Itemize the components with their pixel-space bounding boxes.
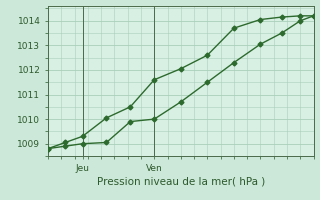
X-axis label: Pression niveau de la mer( hPa ): Pression niveau de la mer( hPa ) [97, 177, 265, 187]
